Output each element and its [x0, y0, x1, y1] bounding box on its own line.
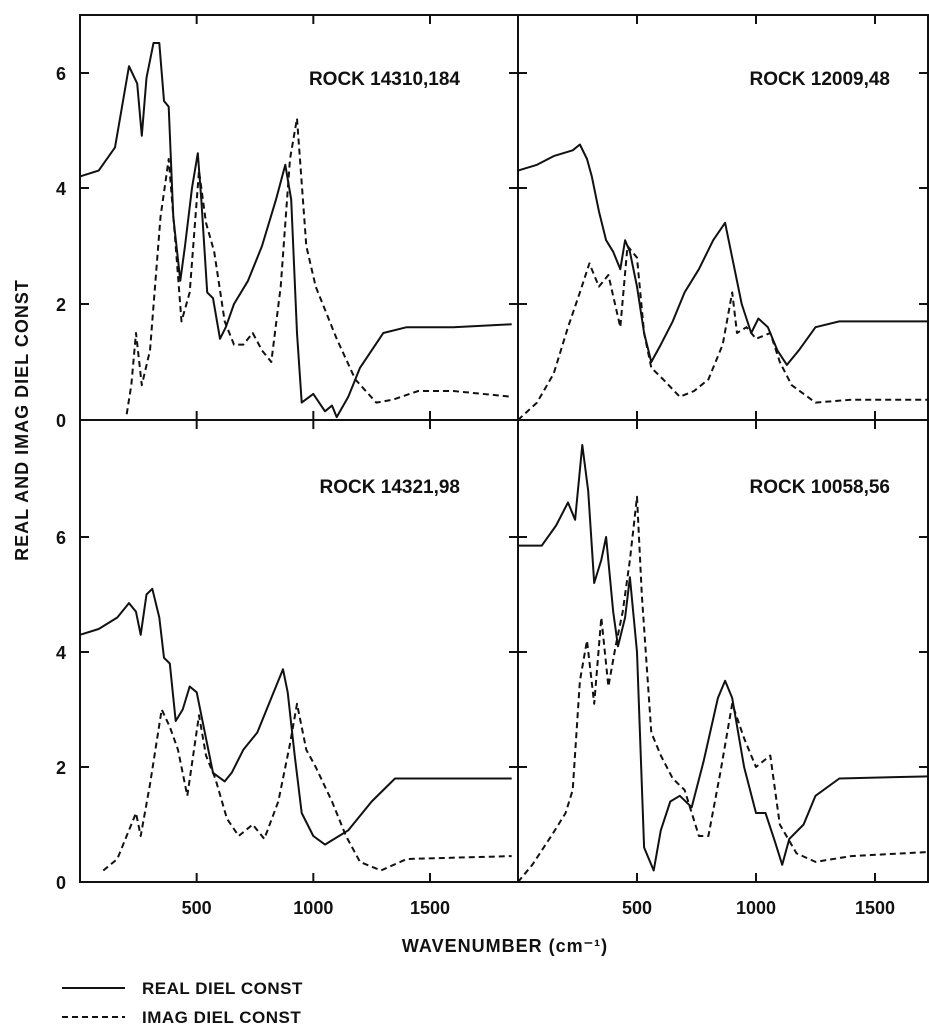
panel-title: ROCK 14310,184 — [309, 69, 460, 90]
y-tick-label: 4 — [56, 179, 66, 199]
legend-real-label: REAL DIEL CONST — [142, 979, 303, 998]
y-tick-label: 2 — [56, 295, 66, 315]
imag-diel-const-line — [517, 245, 929, 421]
panel-4: 500 1000 1500 ROCK 10058,56 — [517, 419, 929, 918]
y-axis-label: REAL AND IMAG DIEL CONST — [12, 279, 32, 561]
y-tick-label: 0 — [56, 873, 66, 893]
panel-title: ROCK 10058,56 — [750, 477, 890, 498]
imag-diel-const-line — [125, 117, 512, 415]
x-tick-label: 1500 — [855, 898, 895, 918]
panel-3: 0 2 4 6 500 1000 1500 ROCK 14321,98 — [56, 419, 519, 918]
real-diel-const-line — [518, 444, 929, 872]
x-tick-label: 1500 — [410, 898, 450, 918]
legend: REAL DIEL CONST IMAG DIEL CONST — [62, 979, 303, 1027]
panel-2: ROCK 12009,48 — [517, 14, 929, 421]
panel-title: ROCK 12009,48 — [750, 69, 890, 90]
real-diel-const-line — [79, 587, 512, 846]
x-tick-label: 500 — [622, 898, 652, 918]
y-tick-label: 6 — [56, 64, 66, 84]
imag-diel-const-line — [517, 495, 929, 883]
y-tick-label: 6 — [56, 528, 66, 548]
x-tick-label: 1000 — [736, 898, 776, 918]
x-tick-label: 1000 — [293, 898, 333, 918]
real-diel-const-line — [79, 42, 512, 419]
legend-imag-label: IMAG DIEL CONST — [142, 1008, 301, 1027]
y-tick-label: 0 — [56, 411, 66, 431]
x-tick-label: 500 — [182, 898, 212, 918]
panels-layer: 0 2 4 6 ROCK 14310,184 ROCK 12009,48 0 2 4 6 500 10… — [56, 14, 929, 918]
panel-title: ROCK 14321,98 — [320, 477, 460, 498]
y-tick-label: 2 — [56, 758, 66, 778]
y-tick-label: 4 — [56, 643, 66, 663]
imag-diel-const-line — [102, 702, 512, 872]
x-axis-label: WAVENUMBER (cm⁻¹) — [402, 936, 608, 956]
real-diel-const-line — [517, 143, 929, 366]
panel-1: 0 2 4 6 ROCK 14310,184 — [56, 14, 519, 431]
